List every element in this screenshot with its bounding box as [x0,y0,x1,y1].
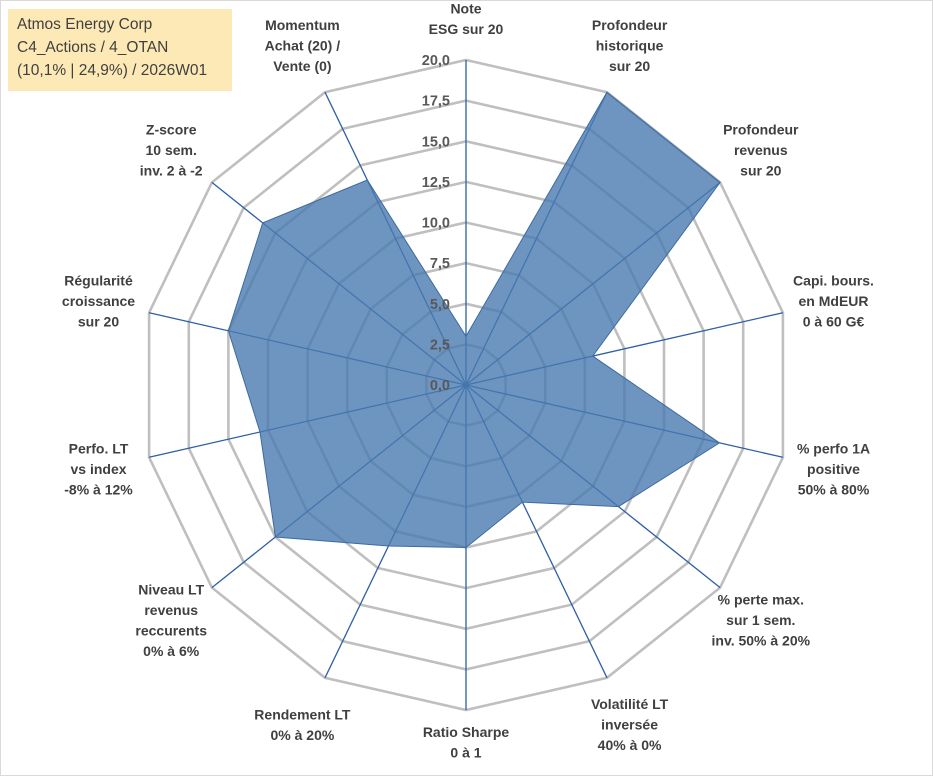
axis-label-line: Profondeur [723,121,799,137]
tick-label: 7,5 [430,256,450,272]
axis-label-line: en MdEUR [799,293,869,309]
axis-label-line: % perte max. [718,592,804,608]
tick-label: 12,5 [422,175,450,191]
axis-label: Volatilité LT inversée 40% à 0% [591,696,669,753]
info-category: C4_Actions / 4_OTAN [17,39,169,56]
axis-label-line: Niveau LT [138,581,204,597]
info-box: Atmos Energy Corp C4_Actions / 4_OTAN (1… [8,9,232,91]
axis-label-line: Note [450,1,481,17]
axis-label-line: Volatilité LT [591,696,669,712]
axis-label-line: 0 à 1 [450,745,481,761]
axis-label: Profondeur historique sur 20 [592,17,668,74]
info-period: (10,1% | 24,9%) / 2026W01 [17,62,208,79]
axis-label: Ratio Sharpe 0 à 1 [423,724,510,761]
axis-label-line: Rendement LT [254,706,351,722]
axis-label: Niveau LT revenus reccurents 0% à 6% [135,581,207,659]
axis-label: Note ESG sur 20 [429,1,504,38]
axis-label-line: vs index [70,461,126,477]
axis-label-line: 50% à 80% [798,481,870,497]
series-layer [227,91,721,549]
axis-label-line: 0% à 6% [143,643,200,659]
tick-label: 10,0 [422,216,450,232]
series-area [227,91,721,549]
axis-label-line: -8% à 12% [64,481,133,497]
tick-label: 0,0 [430,378,450,394]
axis-label-line: sur 20 [740,162,781,178]
axis-label: Profondeur revenus sur 20 [723,121,799,178]
axis-label-line: 40% à 0% [598,737,662,753]
tick-label: 17,5 [422,94,450,110]
axis-label-line: revenus [734,142,788,158]
axis-label-line: historique [596,37,664,53]
axis-label-line: Vente (0) [273,58,331,74]
tick-label: 5,0 [430,297,450,313]
axis-label: Rendement LT 0% à 20% [254,706,351,743]
axis-label-line: Achat (20) / [265,37,341,53]
axis-label-line: sur 1 sem. [726,612,795,628]
tick-label: 15,0 [422,134,450,150]
axis-label-line: % perfo 1A [797,440,870,456]
axis-label-line: sur 20 [78,314,119,330]
axis-label-line: Z-score [146,121,197,137]
tick-label: 2,5 [430,337,450,353]
axis-label-line: Capi. bours. [793,273,874,289]
axis-label: Z-score 10 sem. inv. 2 à -2 [140,121,203,178]
axis-labels: Note ESG sur 20 Profondeur historique sur 20… [62,1,874,761]
axis-label: % perfo 1A positive 50% à 80% [797,440,870,497]
info-company: Atmos Energy Corp [17,16,153,33]
axis-label-line: 0 à 60 G€ [803,314,865,330]
axis-label-line: croissance [62,293,135,309]
axis-label: % perte max. sur 1 sem. inv. 50% à 20% [712,592,811,649]
axis-label-line: 10 sem. [146,142,197,158]
axis-label: Perfo. LT vs index -8% à 12% [64,440,133,497]
axis-label-line: revenus [144,602,198,618]
axis-label-line: Régularité [64,273,133,289]
axis-label-line: Ratio Sharpe [423,724,510,740]
axis-label-line: 0% à 20% [270,727,334,743]
tick-labels: 0,0 2,5 5,0 7,5 10,0 12,5 15,0 17,5 20,0 [422,53,450,394]
axis-label-line: ESG sur 20 [429,21,504,37]
axis-label-line: inv. 2 à -2 [140,162,203,178]
axis-label-line: inversée [601,717,658,733]
axis-label-line: Perfo. LT [69,440,129,456]
axis-label-line: Momentum [265,17,340,33]
axis-label: Capi. bours. en MdEUR 0 à 60 G€ [793,273,874,330]
axis-label-line: inv. 50% à 20% [712,633,811,649]
axis-label-line: Profondeur [592,17,668,33]
tick-label: 20,0 [422,53,450,69]
axis-label-line: sur 20 [609,58,650,74]
axis-label-line: reccurents [135,622,207,638]
axis-label: Régularité croissance sur 20 [62,273,135,330]
axis-label: Momentum Achat (20) / Vente (0) [265,17,341,74]
axis-label-line: positive [807,461,860,477]
